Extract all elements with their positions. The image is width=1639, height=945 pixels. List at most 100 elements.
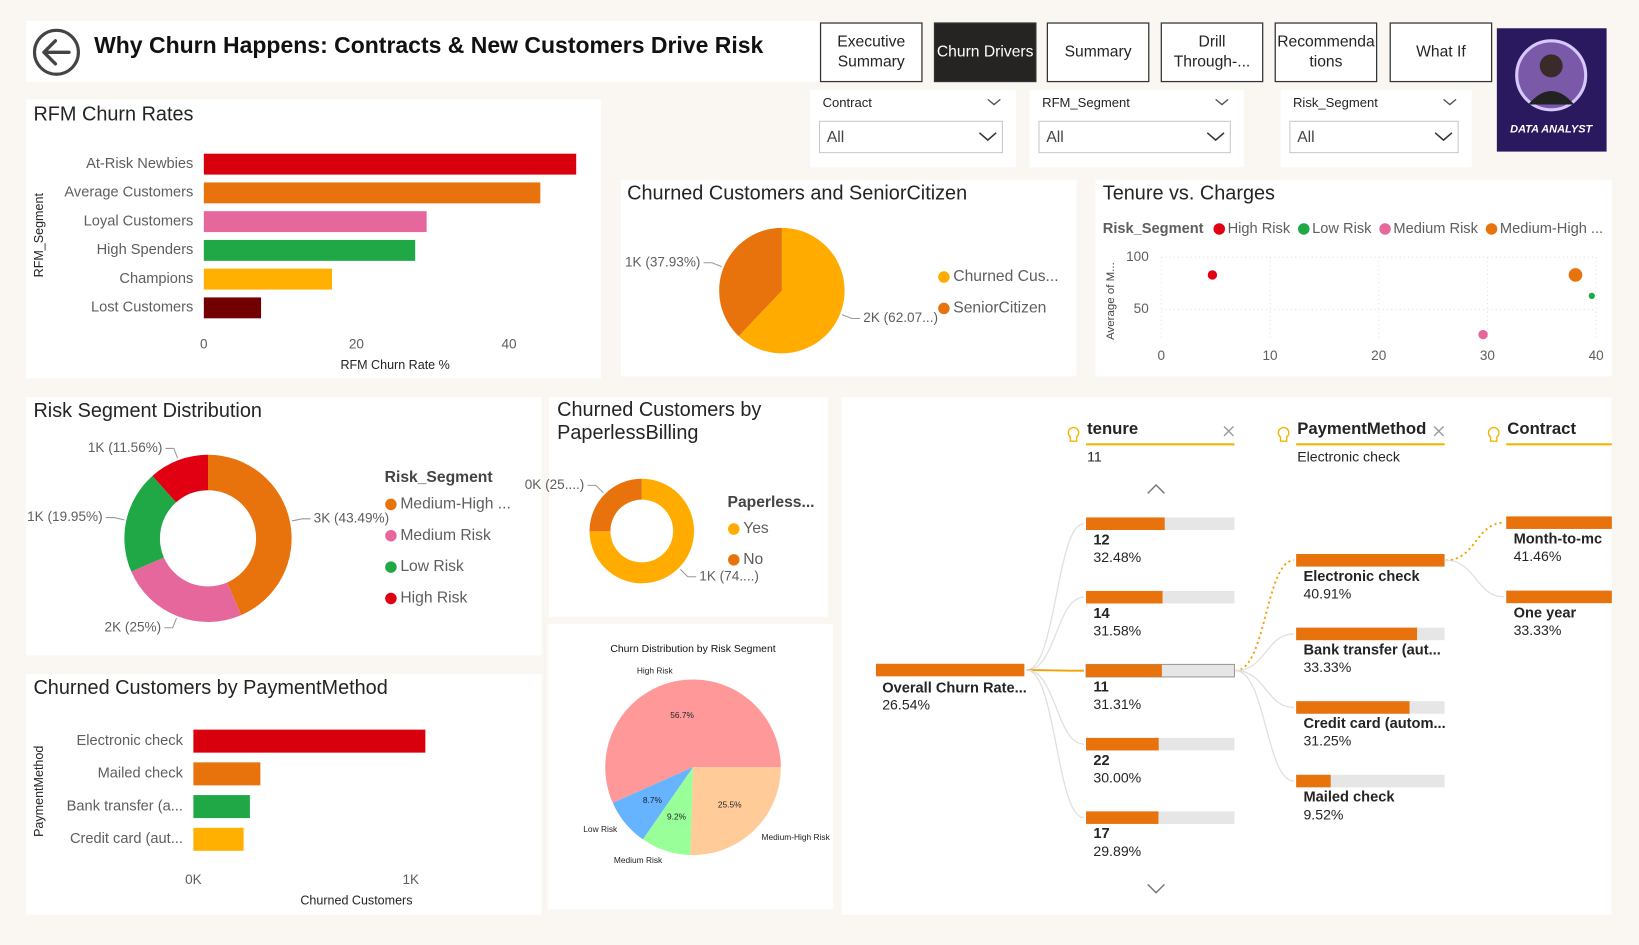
chart-title: Churned Customers by PaymentMethod [33, 677, 387, 699]
category-label: High Risk [637, 665, 674, 675]
donut-segment [152, 454, 209, 503]
tree-bar-track[interactable] [1296, 774, 1445, 788]
tree-node-label: 14 [1093, 606, 1110, 622]
nav-button[interactable] [933, 22, 1037, 83]
data-label: 25.5% [718, 799, 742, 809]
filter-value[interactable]: All [1046, 129, 1063, 146]
nav-button-label[interactable]: Drill [1199, 34, 1226, 51]
tree-node-label: Mailed check [1303, 790, 1395, 806]
tree-bar[interactable] [1296, 554, 1445, 567]
filter-dropdown[interactable] [1289, 120, 1459, 154]
bar [203, 153, 577, 175]
nav-button-label[interactable]: Summary [1065, 43, 1132, 60]
legend-label: High Risk [1228, 221, 1291, 237]
chart-title-box: Churned Customers by PaperlessBilling [557, 399, 761, 444]
tree-node-value: 29.89% [1093, 843, 1141, 859]
level-selection: 11 [1087, 449, 1102, 465]
nav-button-label[interactable]: Recommenda [1277, 34, 1375, 51]
x-axis-label: Churned Customers [300, 893, 412, 907]
close-icon[interactable] [1223, 426, 1234, 437]
panel-edge [1611, 397, 1639, 915]
tree-node-value: 32.48% [1093, 549, 1141, 565]
leader-line [587, 484, 604, 494]
nav-button[interactable] [1389, 22, 1493, 83]
filter-dropdown[interactable] [1038, 120, 1231, 154]
scroll-up[interactable] [1147, 484, 1165, 494]
filter-dropdown[interactable] [818, 120, 1003, 154]
legend-marker [385, 498, 397, 511]
donut-segment [589, 478, 642, 532]
category-label: Medium-High Risk [762, 832, 831, 842]
y-tick-label: Lost Customers [91, 300, 193, 316]
tree-bar[interactable] [1086, 517, 1165, 530]
scroll-down[interactable] [1147, 883, 1165, 894]
bar [193, 729, 426, 753]
nav-button-label[interactable]: Summary [838, 53, 905, 70]
tree-node-value: 31.25% [1303, 733, 1351, 749]
y-axis-label: PaymentMethod [32, 746, 46, 837]
leader-line [703, 262, 722, 268]
legend-label: No [743, 551, 763, 568]
tree-node-value: 26.54% [882, 696, 930, 712]
nav-button[interactable] [1046, 22, 1150, 83]
legend-title: Risk_Segment [1103, 221, 1204, 237]
data-label: 56.7% [670, 710, 694, 720]
filter-value[interactable]: All [1297, 129, 1314, 146]
back-arrow [42, 39, 71, 66]
y-tick-label: Average Customers [64, 185, 193, 201]
scatter-point [1588, 292, 1595, 299]
nav-button-label[interactable]: Churn Drivers [937, 43, 1034, 60]
tree-node-value: 40.91% [1303, 586, 1351, 602]
tree-connector [1235, 633, 1295, 672]
close-icon[interactable] [1433, 426, 1445, 437]
legend-marker [385, 529, 397, 542]
badge-text: DATA ANALYST [1510, 124, 1593, 136]
nav-button-label[interactable]: tions [1309, 53, 1342, 70]
panel [841, 397, 1612, 915]
nav-button[interactable] [819, 22, 923, 83]
level-selection: Electronic check [1297, 449, 1401, 465]
x-axis-label: RFM Churn Rate % [340, 358, 449, 372]
bar [203, 182, 541, 204]
donut-segment [124, 475, 177, 572]
tree-node-value: 33.33% [1514, 622, 1562, 638]
filter-value[interactable]: All [827, 129, 844, 146]
nav-button-label[interactable]: Through-... [1174, 53, 1251, 70]
nav-button[interactable] [1274, 22, 1378, 83]
tree-bar[interactable] [1086, 590, 1163, 604]
back-button[interactable] [32, 28, 80, 76]
level-header: PaymentMethod [1297, 419, 1426, 438]
tree-bar[interactable] [1086, 811, 1159, 824]
legend-label: Low Risk [400, 558, 464, 575]
nav-button[interactable] [1160, 22, 1264, 83]
lightbulb-icon [1277, 426, 1290, 442]
leader-line [105, 517, 125, 521]
tree-bar[interactable] [1086, 737, 1159, 751]
category-label: Medium Risk [614, 855, 663, 865]
donut-segment [131, 557, 242, 622]
dropdown-chevron [1434, 132, 1453, 142]
tree-bar[interactable] [1506, 516, 1639, 529]
pie-slice [719, 227, 782, 337]
legend-marker [1485, 223, 1498, 235]
x-tick-label: 20 [349, 337, 365, 352]
y-axis-label: Average of M... [1105, 262, 1117, 340]
tree-bar[interactable] [1086, 664, 1162, 677]
nav-button-label[interactable]: Executive [837, 34, 905, 51]
bar [203, 239, 416, 261]
tree-connector [1026, 596, 1085, 671]
tree-bar[interactable] [1506, 590, 1626, 604]
tree-node-label: Month-to-mc [1514, 531, 1603, 547]
tree-connector [1235, 670, 1295, 709]
y-axis-label: RFM_Segment [32, 193, 46, 278]
panel [548, 397, 828, 617]
tree-bar[interactable] [1296, 774, 1331, 788]
tree-connector [1026, 523, 1085, 671]
nav-button-label[interactable]: What If [1416, 43, 1466, 60]
legend-label: Medium Risk [1393, 221, 1478, 237]
tree-bar[interactable] [1296, 627, 1418, 641]
tree-bar[interactable] [1296, 701, 1410, 714]
panel [1095, 179, 1612, 377]
leader-line [679, 568, 697, 578]
